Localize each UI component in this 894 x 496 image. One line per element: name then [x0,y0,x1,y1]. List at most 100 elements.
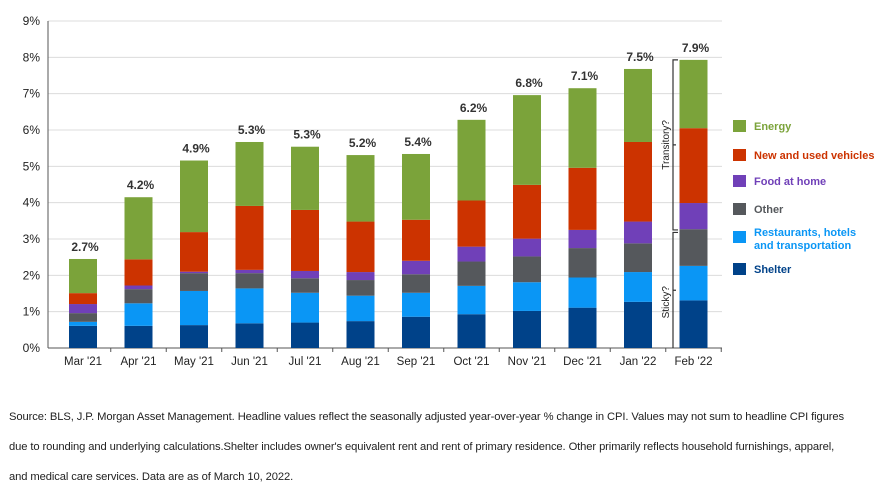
bar-segment-new-and-used-vehicles [346,221,375,273]
bar-segment-food-at-home [624,221,652,244]
bar-segment-food-at-home [402,260,430,275]
bar-segment-new-and-used-vehicles [513,184,541,239]
bar-segment-energy [513,95,541,185]
legend-label: Shelter [754,264,792,276]
bar-segment-food-at-home [291,270,319,279]
bar-segment-energy [679,59,708,129]
bar-segment-energy [291,146,319,210]
x-tick-label: Apr '21 [120,356,156,368]
bar-segment-restaurants-hotels-and-transportation [457,285,486,315]
bar-segment-other [513,256,541,283]
y-tick-label: 0% [23,341,41,355]
footnote-line-2: due to rounding and underlying calculati… [9,441,835,453]
bar-segment-other [568,248,597,278]
bar-segment-restaurants-hotels-and-transportation [180,290,208,326]
bar-segment-new-and-used-vehicles [69,293,97,305]
y-tick-label: 8% [23,50,41,64]
bar-segment-shelter [124,325,153,348]
bar-segment-other [291,278,319,293]
bar-segment-other [124,289,153,304]
total-label: 4.2% [127,178,155,192]
bar-segment-food-at-home [69,304,97,314]
bar-segment-restaurants-hotels-and-transportation [568,277,597,308]
bar-segment-other [402,274,430,293]
bar-segment-other [346,280,375,296]
stacked-bar-chart: 0% 1% 2% 3% 4% 5% 6% 7% 8% 9% Mar '21 2.7% Apr '21 4.… [23,14,875,368]
sticky-bracket [672,231,678,348]
bar-segment-other [624,243,652,273]
transitory-annotation: Transitory? [661,120,672,170]
total-label: 5.4% [404,135,432,149]
bar-segment-shelter [235,323,264,348]
bar-segment-restaurants-hotels-and-transportation [235,288,264,324]
bar-segment-shelter [679,300,708,348]
total-label: 5.3% [293,128,321,142]
bar-segment-restaurants-hotels-and-transportation [624,272,652,302]
bar-segment-food-at-home [457,246,486,262]
bar-segment-new-and-used-vehicles [679,128,708,204]
x-tick-label: Dec '21 [563,356,602,368]
bar-segment-new-and-used-vehicles [124,259,153,286]
bar-segment-other [69,313,97,322]
y-tick-label: 6% [23,123,41,137]
bar-segment-food-at-home [180,271,208,274]
bar-segment-other [235,273,264,289]
bar-segment-shelter [346,321,375,348]
bar-segment-food-at-home [124,285,153,290]
bar-segment-shelter [291,322,319,348]
legend-label: Other [754,204,784,216]
bar-segment-new-and-used-vehicles [180,232,208,272]
bar-segment-new-and-used-vehicles [235,205,264,270]
bar-segment-shelter [624,301,652,348]
bar-segment-other [679,229,708,266]
bar-segment-energy [180,160,208,233]
bar-segment-energy [69,258,97,294]
bar-segment-restaurants-hotels-and-transportation [291,292,319,323]
bar-segment-shelter [402,316,430,348]
sticky-annotation: Sticky? [661,286,672,319]
legend-swatch [733,149,746,161]
x-tick-label: Nov '21 [508,356,547,368]
y-tick-label: 2% [23,268,41,282]
total-label: 7.9% [682,41,710,55]
bar-segment-new-and-used-vehicles [457,200,486,247]
bar-segment-new-and-used-vehicles [402,219,430,261]
total-label: 4.9% [182,142,210,156]
bar-segment-shelter [69,325,97,348]
x-tick-label: Mar '21 [64,356,102,368]
transitory-bracket [672,59,678,231]
bar-segment-shelter [513,310,541,348]
y-tick-label: 5% [23,159,41,173]
bar-segment-shelter [457,314,486,348]
bar-segment-food-at-home [568,229,597,249]
bar-segment-restaurants-hotels-and-transportation [679,265,708,301]
bar-segment-energy [624,68,652,142]
bar-segment-restaurants-hotels-and-transportation [346,295,375,322]
bar-segment-shelter [568,307,597,348]
bar-segment-food-at-home [235,269,264,274]
x-tick-label: Jul '21 [289,356,322,368]
legend-label: Food at home [754,176,826,188]
bar-segment-new-and-used-vehicles [624,141,652,222]
x-tick-label: Sep '21 [397,356,436,368]
legend-label: Energy [754,121,792,133]
bar-segment-food-at-home [513,238,541,257]
bar-segment-new-and-used-vehicles [568,167,597,230]
total-label: 6.8% [515,76,543,90]
total-label: 7.5% [626,50,654,64]
total-label: 5.3% [238,123,266,137]
total-label: 5.2% [349,136,377,150]
legend-swatch [733,231,746,243]
x-tick-label: Feb '22 [675,356,713,368]
bar-segment-other [457,261,486,286]
legend-label: Restaurants, hotels and transportation [754,227,856,252]
legend-swatch [733,263,746,275]
bar-segment-energy [124,197,153,260]
bar-segment-energy [346,155,375,222]
bar-segment-shelter [180,325,208,348]
legend-label: New and used vehicles [754,150,874,162]
bar-segment-restaurants-hotels-and-transportation [513,282,541,311]
bar-segment-food-at-home [679,203,708,230]
footnote-line-1: Source: BLS, J.P. Morgan Asset Managemen… [9,411,845,423]
bar-segment-energy [568,88,597,168]
